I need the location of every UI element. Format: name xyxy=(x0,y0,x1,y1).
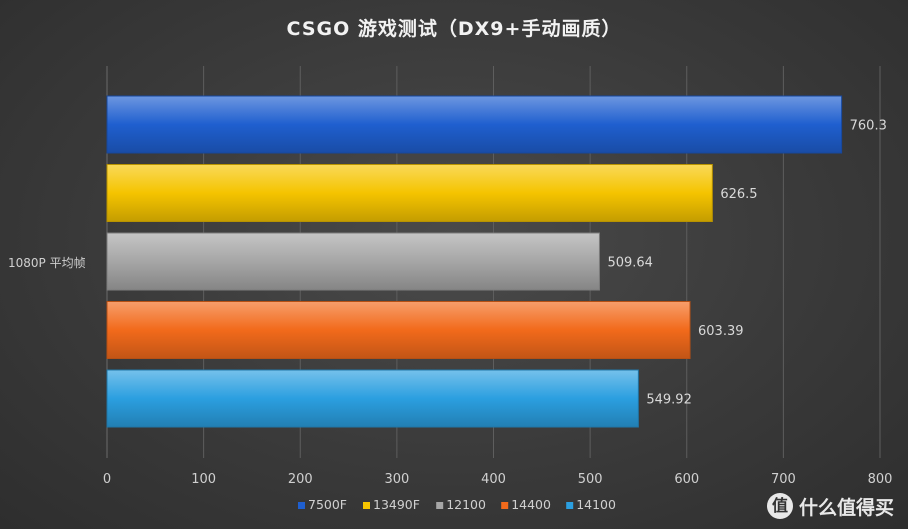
legend-label-14400: 14400 xyxy=(511,497,551,512)
legend-swatch-14100 xyxy=(566,502,574,509)
x-tick-label: 600 xyxy=(674,472,699,487)
category-label: 1080P 平均帧 xyxy=(8,256,86,270)
x-tick-label: 800 xyxy=(868,472,893,487)
data-label-13490F: 626.5 xyxy=(720,187,757,202)
legend-label-7500F: 7500F xyxy=(308,497,347,512)
x-tick-label: 200 xyxy=(288,472,313,487)
legend-label-12100: 12100 xyxy=(446,497,486,512)
x-tick-label: 700 xyxy=(771,472,796,487)
x-tick-label: 100 xyxy=(191,472,216,487)
chart-title: CSGO 游戏测试（DX9+手动画质） xyxy=(286,18,622,40)
watermark-logo-icon: 值 xyxy=(766,493,793,519)
bar-12100 xyxy=(106,232,600,291)
data-label-14100: 549.92 xyxy=(646,393,692,408)
data-label-7500F: 760.3 xyxy=(850,119,887,134)
bar-13490F xyxy=(106,164,713,222)
x-tick-label: 300 xyxy=(384,472,409,487)
data-label-14400: 603.39 xyxy=(698,324,744,339)
bar-14400 xyxy=(106,301,691,359)
x-tick-label: 400 xyxy=(481,472,506,487)
legend-swatch-7500F xyxy=(298,502,305,509)
legend-swatch-13490F xyxy=(363,502,370,509)
watermark-text: 什么值得买 xyxy=(798,496,894,519)
bar-14100 xyxy=(106,369,639,428)
legend-label-14100: 14100 xyxy=(576,497,616,512)
legend-swatch-14400 xyxy=(501,502,509,509)
x-tick-label: 500 xyxy=(578,472,603,487)
legend-swatch-12100 xyxy=(436,502,444,509)
legend-label-13490F: 13490F xyxy=(373,497,420,512)
watermark: 值 什么值得买 xyxy=(766,493,894,519)
x-tick-label: 0 xyxy=(103,472,111,487)
bar-7500F xyxy=(106,95,843,154)
data-label-12100: 509.64 xyxy=(607,256,653,271)
